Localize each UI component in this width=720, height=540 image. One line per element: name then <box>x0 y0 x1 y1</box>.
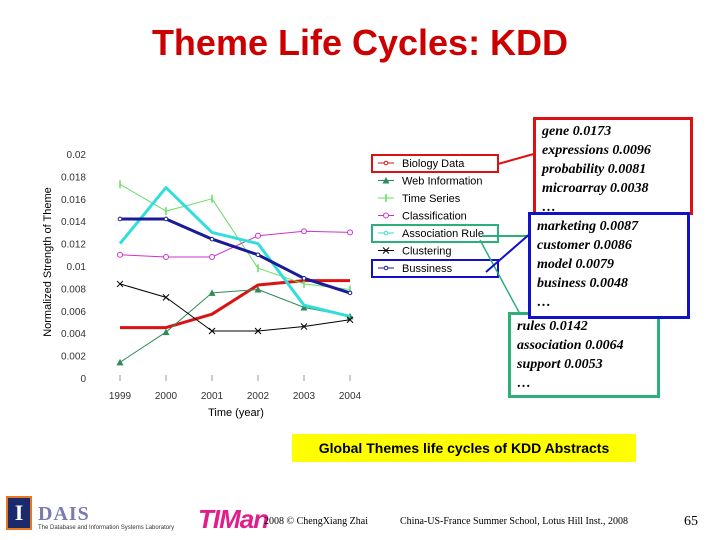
data-point-web-information <box>208 289 216 296</box>
connector-association-b <box>479 239 521 315</box>
data-point-clustering <box>254 327 262 335</box>
series-line-time-series <box>119 183 351 290</box>
page-number: 65 <box>684 514 698 529</box>
footer-event: China-US-France Summer School, Lotus Hil… <box>400 516 629 527</box>
theme-word: model 0.0079 <box>537 257 614 272</box>
x-tick-label: 1999 <box>109 391 132 402</box>
theme-word: … <box>542 200 556 215</box>
y-tick-label: 0.01 <box>67 262 87 273</box>
legend-marker <box>382 177 390 184</box>
x-tick-label: 2002 <box>247 391 270 402</box>
theme-word: … <box>537 295 551 310</box>
data-point-clustering <box>162 294 170 301</box>
theme-word: business 0.0048 <box>537 276 629 291</box>
legend-highlight-association <box>371 224 499 243</box>
y-tick-label: 0.004 <box>61 329 86 340</box>
x-tick-label: 2004 <box>339 391 362 402</box>
legend-highlight-business <box>371 259 499 278</box>
data-point-bussiness <box>347 290 353 296</box>
y-tick-label: 0.018 <box>61 172 86 183</box>
series-line-classification <box>119 230 351 258</box>
series-line-association-rule <box>118 186 351 318</box>
data-point-classification <box>209 254 215 261</box>
dais-logo-word: DAIS <box>38 503 90 525</box>
x-tick-label: 2003 <box>293 391 316 402</box>
dais-logo: DAIS The Database and Information System… <box>38 503 190 533</box>
data-point-web-information <box>162 328 170 336</box>
data-point-clustering <box>346 316 354 324</box>
business-theme-box: marketing 0.0087 customer 0.0086 model 0… <box>528 212 690 319</box>
theme-word: expressions 0.0096 <box>542 143 651 158</box>
data-point-clustering <box>208 327 216 335</box>
y-tick-label: 0.014 <box>61 217 86 228</box>
association-rule-theme-box: rules 0.0142 association 0.0064 support … <box>508 312 660 398</box>
data-point-bussiness <box>209 236 215 242</box>
theme-word: support 0.0053 <box>517 357 603 372</box>
theme-word: gene 0.0173 <box>542 124 612 139</box>
legend-label: Association Rule <box>402 228 484 240</box>
series-line-biology-data <box>120 279 350 330</box>
legend-label: Bussiness <box>402 263 453 275</box>
legend-marker <box>383 265 389 271</box>
theme-word: marketing 0.0087 <box>537 219 639 234</box>
data-point-bussiness <box>301 276 307 281</box>
legend-label: Biology Data <box>402 158 465 170</box>
data-point-web-information <box>254 286 262 293</box>
data-point-classification <box>117 251 123 258</box>
biology-theme-box: gene 0.0173 expressions 0.0096 probabili… <box>533 117 693 215</box>
legend-label: Clustering <box>402 246 452 258</box>
y-tick-label: 0 <box>80 374 86 385</box>
footer-copyright: 2008 © ChengXiang Zhai <box>264 516 368 527</box>
legend-label: Web Information <box>402 176 483 188</box>
slide-title: Theme Life Cycles: KDD <box>151 22 569 63</box>
x-tick-label: 2000 <box>155 391 178 402</box>
theme-word: rules 0.0142 <box>517 319 588 334</box>
data-point-bussiness <box>255 252 261 258</box>
illinois-logo: I <box>6 496 32 530</box>
x-axis-title: Time (year) <box>208 407 264 419</box>
y-axis-title: Normalized Strength of Theme <box>42 187 54 337</box>
theme-word: association 0.0064 <box>517 338 624 353</box>
legend-label: Time Series <box>402 193 461 205</box>
series-line-web-information <box>119 289 351 363</box>
data-point-clustering <box>116 280 124 288</box>
x-tick-label: 2001 <box>201 391 224 402</box>
theme-word: probability 0.0081 <box>542 162 647 177</box>
y-tick-label: 0.02 <box>67 150 87 161</box>
data-point-classification <box>347 229 353 236</box>
legend-marker <box>383 212 389 219</box>
y-tick-label: 0.006 <box>61 307 86 318</box>
data-point-web-information <box>116 358 124 366</box>
data-point-clustering <box>300 323 308 330</box>
series-line-bussiness <box>120 217 351 295</box>
data-point-web-information <box>300 303 308 311</box>
y-tick-label: 0.002 <box>61 352 86 363</box>
legend-marker <box>383 230 389 236</box>
legend-marker <box>383 160 389 166</box>
theme-word: customer 0.0086 <box>537 238 632 253</box>
dais-logo-text: The Database and Information Systems Lab… <box>38 525 175 531</box>
connector-business <box>485 231 533 273</box>
data-point-classification <box>163 254 169 261</box>
data-point-classification <box>255 232 261 239</box>
theme-word: microarray 0.0038 <box>542 181 649 196</box>
data-point-bussiness <box>163 216 169 222</box>
timan-logo: TIMan <box>198 504 269 534</box>
y-tick-label: 0.008 <box>61 284 86 295</box>
data-point-bussiness <box>117 216 123 222</box>
series-line-clustering <box>119 283 351 332</box>
chart-caption: Global Themes life cycles of KDD Abstrac… <box>292 434 636 462</box>
y-tick-label: 0.012 <box>61 240 86 251</box>
y-tick-label: 0.016 <box>61 195 86 206</box>
data-point-classification <box>301 228 307 235</box>
legend-label: Classification <box>402 211 467 223</box>
theme-word: … <box>517 376 531 391</box>
legend-marker <box>382 247 390 254</box>
